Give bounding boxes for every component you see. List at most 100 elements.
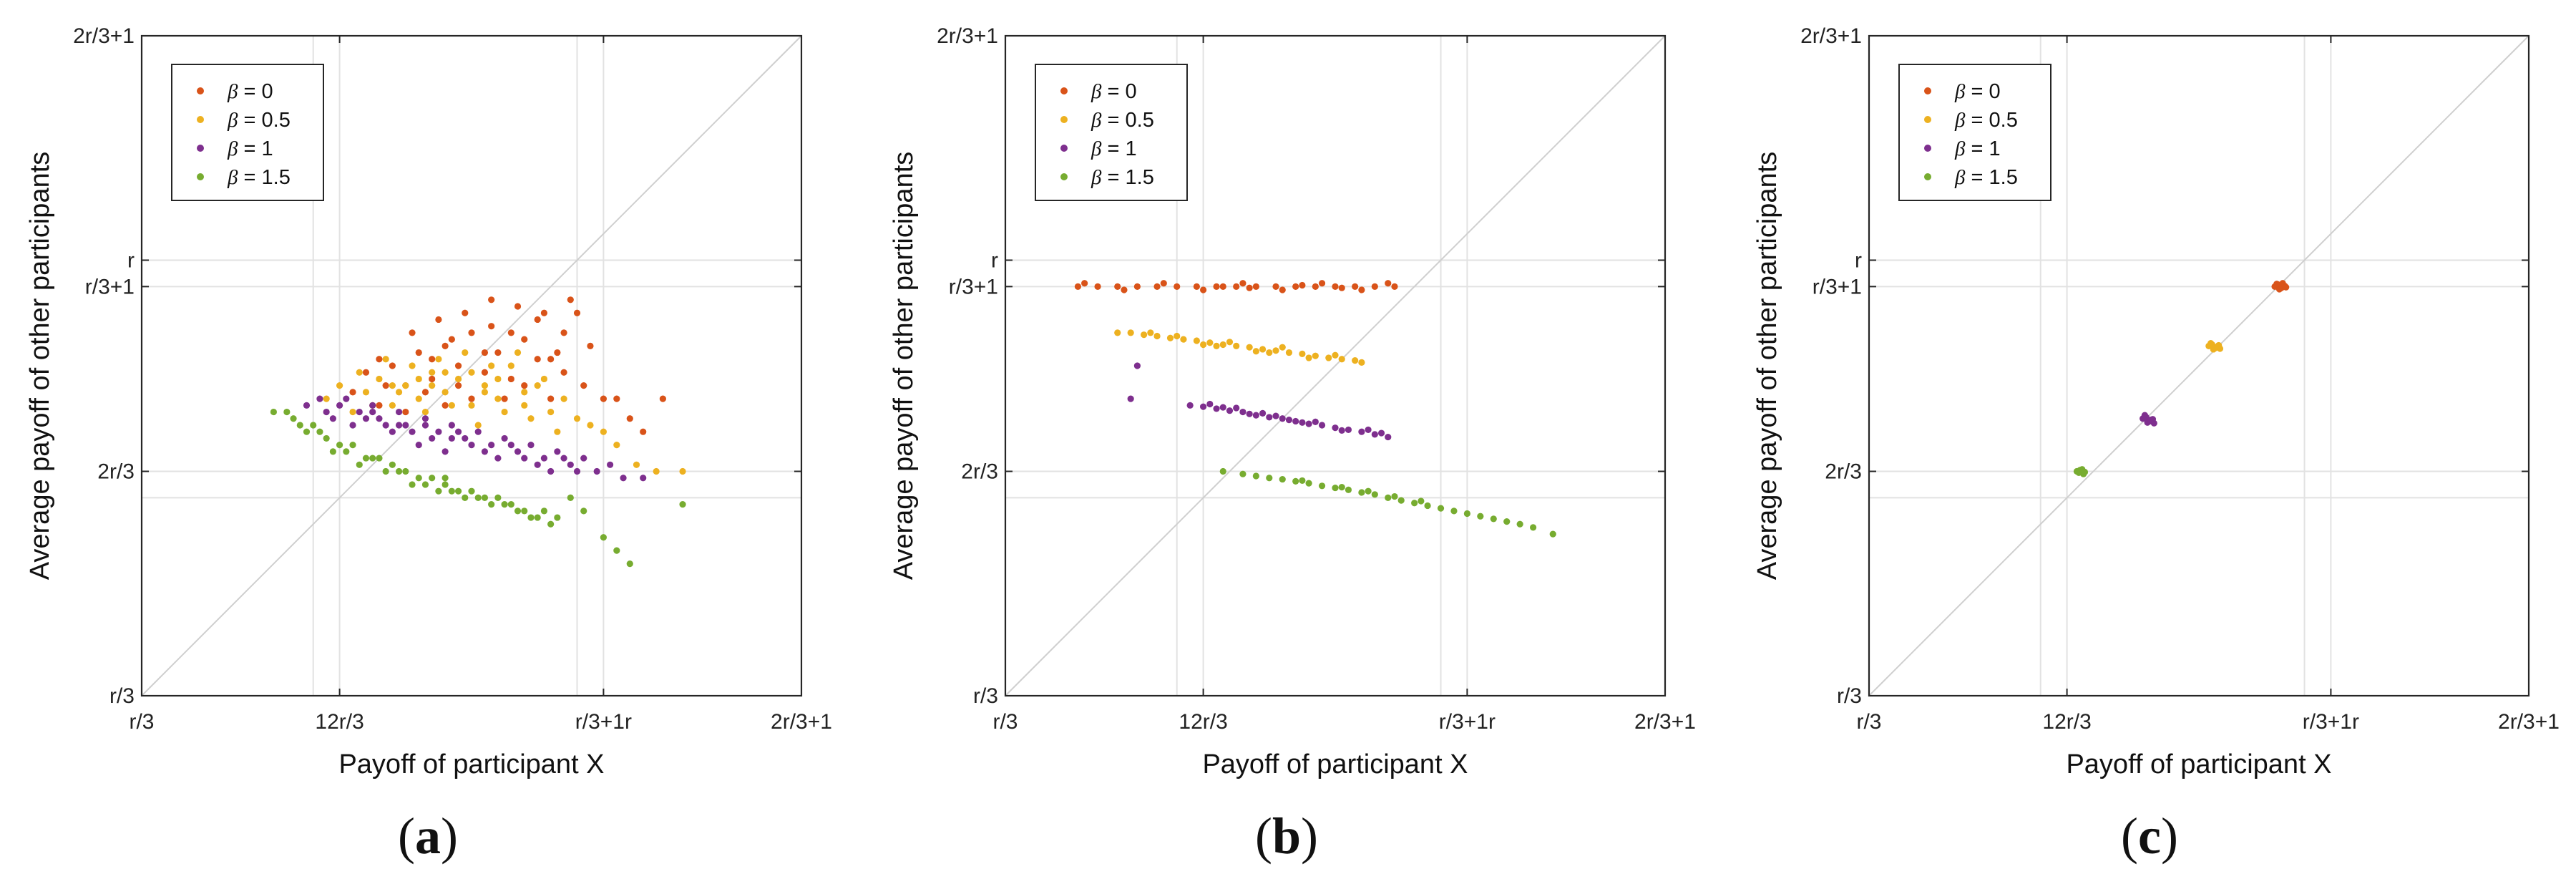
data-point	[1305, 420, 1312, 427]
panel-label: (a)	[398, 807, 458, 865]
data-point	[1285, 417, 1293, 424]
data-point	[1174, 332, 1181, 340]
y-tick-label: r/3	[109, 684, 135, 708]
data-point	[382, 382, 389, 389]
x-axis-label: Payoff of participant X	[2066, 749, 2331, 779]
data-point	[1233, 283, 1240, 290]
data-point	[1279, 475, 1286, 483]
data-point	[593, 467, 600, 475]
data-point	[1358, 359, 1365, 366]
data-point	[2141, 412, 2148, 419]
data-point	[488, 296, 495, 303]
legend-entry: β = 1	[1091, 137, 1137, 160]
data-point	[1127, 395, 1134, 402]
y-tick-label: 2r/3+1	[1800, 24, 1862, 48]
data-point	[296, 422, 303, 429]
data-point	[1352, 283, 1359, 290]
legend-entry: β = 0.5	[227, 109, 291, 132]
data-point	[369, 402, 376, 409]
data-point	[1365, 426, 1372, 434]
x-tick-label: 12r/3	[1179, 710, 1227, 734]
data-point	[462, 494, 469, 502]
axes-box	[140, 34, 803, 697]
legend-marker	[197, 173, 204, 180]
data-point	[560, 329, 567, 336]
data-point	[613, 395, 620, 402]
data-point	[1325, 354, 1332, 361]
data-point	[1450, 507, 1458, 515]
series-2	[303, 395, 647, 482]
data-point	[521, 402, 528, 409]
data-point	[1391, 492, 1398, 500]
series-1	[1114, 329, 1365, 366]
data-point	[1233, 404, 1240, 412]
x-tick-label: 12r/3	[2042, 710, 2091, 734]
data-point	[547, 356, 555, 363]
data-point	[389, 402, 396, 409]
diagonal-line	[1005, 35, 1666, 696]
data-point	[343, 448, 350, 455]
data-point	[580, 507, 587, 515]
y-tick-label: r/3	[1837, 684, 1862, 708]
data-point	[376, 415, 383, 422]
data-point	[1299, 419, 1306, 426]
data-point	[1141, 331, 1148, 339]
data-point	[567, 461, 574, 468]
data-point	[454, 375, 462, 383]
data-point	[1166, 334, 1174, 341]
data-point	[409, 362, 416, 369]
data-point	[1530, 524, 1537, 531]
data-point	[1200, 341, 1207, 349]
data-point	[560, 369, 567, 376]
data-point	[382, 356, 389, 363]
data-point	[429, 434, 436, 442]
y-tick-label: 2r/3	[97, 460, 135, 484]
data-point	[1516, 520, 1523, 528]
data-point	[1305, 480, 1312, 487]
data-point	[474, 422, 482, 429]
data-point	[653, 467, 660, 475]
data-point	[389, 461, 396, 468]
axes-box	[1004, 34, 1667, 697]
data-point	[1226, 339, 1234, 346]
data-point	[626, 560, 633, 568]
data-point	[560, 455, 567, 462]
data-point	[1332, 484, 1339, 492]
data-point	[540, 309, 548, 316]
data-point	[395, 422, 403, 429]
data-point	[1338, 284, 1345, 291]
y-tick-label: r	[1855, 248, 1862, 272]
data-point	[283, 408, 291, 416]
data-point	[270, 408, 277, 416]
x-tick-label: 2r/3+1	[771, 710, 832, 734]
data-point	[1345, 426, 1352, 434]
data-point	[336, 442, 343, 449]
y-axis-label: Average payoff of other participants	[25, 152, 55, 581]
data-point	[454, 362, 462, 369]
data-point	[488, 362, 495, 369]
data-point	[1352, 357, 1359, 364]
data-point	[1424, 502, 1431, 510]
data-point	[429, 369, 436, 376]
data-point	[1114, 329, 1121, 336]
y-tick-label: r	[991, 248, 998, 272]
data-point	[468, 395, 475, 402]
data-point	[290, 415, 297, 422]
data-point	[1219, 404, 1226, 411]
data-point	[402, 382, 409, 389]
data-point	[1371, 283, 1378, 290]
data-point	[395, 389, 403, 396]
data-point	[421, 415, 429, 422]
data-point	[468, 442, 475, 449]
data-point	[435, 487, 442, 495]
diagonal-line	[1868, 35, 2529, 696]
data-point	[1233, 342, 1240, 349]
data-point	[1206, 400, 1214, 408]
legend-marker	[1924, 116, 1931, 123]
data-point	[1338, 356, 1345, 363]
data-point	[1252, 472, 1259, 480]
data-point	[613, 442, 620, 449]
data-point	[1338, 427, 1345, 434]
data-point	[481, 369, 489, 376]
